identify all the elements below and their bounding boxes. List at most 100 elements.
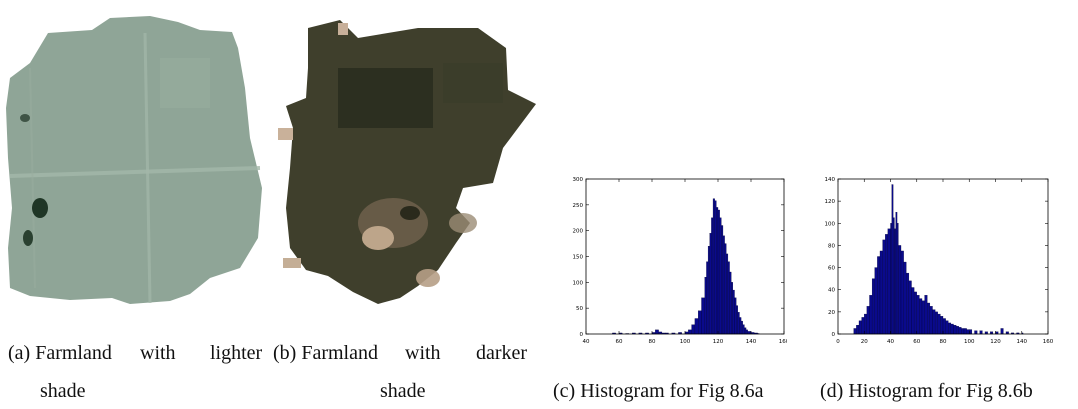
histogram-bar xyxy=(945,320,949,335)
histogram-bar xyxy=(874,267,878,335)
caption-c: (c) Histogram for Fig 8.6a xyxy=(553,380,764,402)
histogram-bar xyxy=(966,329,970,335)
histogram-bar xyxy=(958,327,962,335)
histogram-bar xyxy=(871,278,875,335)
histogram-bar xyxy=(864,313,868,335)
y-tick-label: 140 xyxy=(825,177,836,183)
histogram-bar xyxy=(877,256,881,335)
x-tick-label: 40 xyxy=(887,339,894,345)
histogram-bar xyxy=(937,313,941,335)
histogram-bar xyxy=(950,323,954,335)
histogram-bar xyxy=(655,329,659,335)
histogram-bar xyxy=(969,329,973,335)
y-tick-label: 200 xyxy=(573,229,584,235)
histogram-bar xyxy=(704,277,707,335)
x-tick-label: 0 xyxy=(836,339,840,345)
y-tick-label: 150 xyxy=(573,255,584,261)
histogram-bar xyxy=(882,239,886,335)
histogram-bar xyxy=(726,253,729,335)
histogram-bar xyxy=(722,235,725,335)
dark-farmland-image xyxy=(278,20,536,304)
x-tick-label: 140 xyxy=(1017,339,1028,345)
histogram-bar xyxy=(719,217,722,335)
histogram-bar xyxy=(911,287,915,335)
histogram-bar xyxy=(942,318,946,335)
histogram-bar xyxy=(869,295,873,335)
histogram-bar xyxy=(707,246,710,335)
histogram-bar xyxy=(740,320,743,335)
caption-b-word-1: (b) Farmland xyxy=(273,342,378,364)
histogram-bar xyxy=(745,329,748,335)
x-tick-label: 160 xyxy=(1043,339,1054,345)
histogram-bar xyxy=(894,228,896,335)
histogram-bar xyxy=(979,330,983,335)
histogram-bar xyxy=(1000,328,1004,335)
histogram-bar xyxy=(729,271,732,335)
caption-a-word-3: lighter xyxy=(210,342,263,364)
caption-b-word-3: darker xyxy=(476,342,528,364)
histogram-bar xyxy=(929,306,933,335)
histogram-bar xyxy=(727,261,730,335)
histogram-bar xyxy=(861,317,865,335)
histogram-bar xyxy=(721,225,724,335)
histogram-bar xyxy=(732,289,735,335)
y-tick-label: 0 xyxy=(580,332,584,338)
histogram-bar xyxy=(724,243,727,335)
histogram-bar xyxy=(903,261,907,335)
histogram-bar xyxy=(896,223,899,335)
y-tick-label: 60 xyxy=(828,266,835,272)
histogram-bar xyxy=(908,280,912,335)
y-tick-label: 100 xyxy=(573,280,584,286)
histogram-bar xyxy=(892,217,895,335)
x-tick-label: 60 xyxy=(913,339,920,345)
histogram-bar xyxy=(737,312,740,335)
histogram-bar xyxy=(895,212,898,335)
y-tick-label: 80 xyxy=(828,243,835,249)
histogram-bar xyxy=(712,198,715,335)
histogram-bar xyxy=(927,302,931,335)
y-tick-label: 20 xyxy=(828,310,835,316)
histogram-bar xyxy=(913,291,917,335)
histogram-bar xyxy=(919,298,923,335)
histogram-bar xyxy=(953,324,957,335)
histogram-bar xyxy=(900,250,904,335)
histogram-bar xyxy=(948,322,952,335)
y-tick-label: 50 xyxy=(576,306,583,312)
x-tick-label: 120 xyxy=(713,339,724,345)
x-tick-label: 120 xyxy=(990,339,1001,345)
y-tick-label: 0 xyxy=(832,332,836,338)
x-tick-label: 100 xyxy=(964,339,975,345)
histogram-bar xyxy=(691,324,696,335)
x-tick-label: 160 xyxy=(779,339,787,345)
light-farmland-image xyxy=(6,16,262,304)
caption-d: (d) Histogram for Fig 8.6b xyxy=(820,380,1033,402)
caption-b-word-2: with xyxy=(405,342,441,364)
caption-b-line-2: shade xyxy=(380,380,426,402)
histogram-bar xyxy=(739,317,742,335)
histogram-c: 40 60 80 100 120 140 160 0 50 100 150 200 250 300 xyxy=(573,177,788,345)
histogram-bar xyxy=(866,306,870,335)
histogram-bar xyxy=(932,309,936,335)
y-tick-label: 250 xyxy=(573,203,584,209)
histogram-bar xyxy=(963,328,967,335)
histogram-bar xyxy=(961,328,965,335)
histogram-bar xyxy=(934,311,938,335)
histogram-bar xyxy=(856,324,860,335)
caption-a-word-2: with xyxy=(140,342,176,364)
histogram-bar xyxy=(890,223,892,335)
histogram-bar xyxy=(906,272,910,335)
histogram-d: 0 20 40 60 80 100 120 140 160 0 20 40 60 80 100 120 140 xyxy=(825,177,1054,345)
histogram-bar xyxy=(924,295,928,335)
histogram-bar xyxy=(879,250,883,335)
histogram-bar xyxy=(921,300,925,335)
histogram-bar xyxy=(694,318,699,335)
histogram-bar xyxy=(744,327,747,335)
histogram-bar xyxy=(974,330,978,335)
histogram-bar xyxy=(711,217,714,335)
histogram-bar xyxy=(701,297,705,335)
histogram-bar xyxy=(955,326,959,335)
histogram-bar xyxy=(891,184,894,335)
histogram-bar xyxy=(731,282,733,335)
x-tick-label: 40 xyxy=(583,339,590,345)
histogram-bar xyxy=(717,209,720,335)
